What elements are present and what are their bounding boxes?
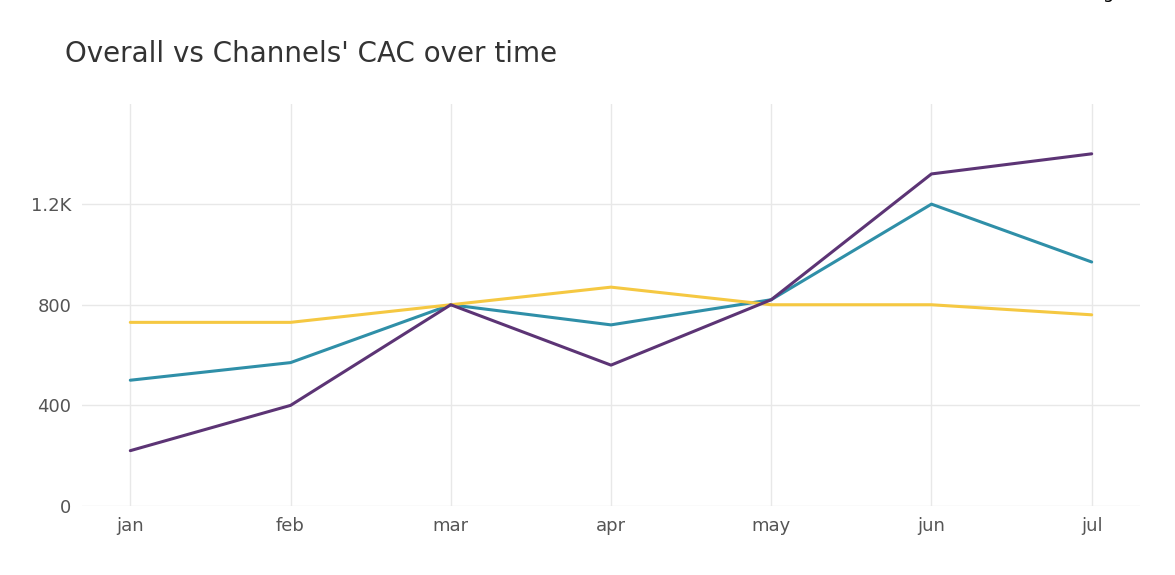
- Overall: [925, 201, 939, 208]
- Overall: [604, 321, 618, 328]
- Facebook: [1085, 312, 1099, 319]
- Legend: Overall, Facebook, Google: Overall, Facebook, Google: [833, 0, 1130, 2]
- Facebook: [123, 319, 137, 326]
- Facebook: [604, 283, 618, 290]
- Line: Facebook: Facebook: [130, 287, 1092, 323]
- Text: Overall vs Channels' CAC over time: Overall vs Channels' CAC over time: [65, 40, 557, 68]
- Google: [444, 301, 458, 308]
- Google: [123, 447, 137, 454]
- Facebook: [283, 319, 297, 326]
- Overall: [764, 296, 778, 303]
- Line: Google: Google: [130, 154, 1092, 451]
- Facebook: [444, 301, 458, 308]
- Google: [283, 402, 297, 409]
- Line: Overall: Overall: [130, 204, 1092, 380]
- Google: [764, 296, 778, 303]
- Facebook: [764, 301, 778, 308]
- Overall: [444, 301, 458, 308]
- Google: [925, 170, 939, 177]
- Google: [1085, 150, 1099, 157]
- Overall: [283, 359, 297, 366]
- Google: [604, 362, 618, 369]
- Overall: [1085, 259, 1099, 266]
- Facebook: [925, 301, 939, 308]
- Overall: [123, 377, 137, 384]
